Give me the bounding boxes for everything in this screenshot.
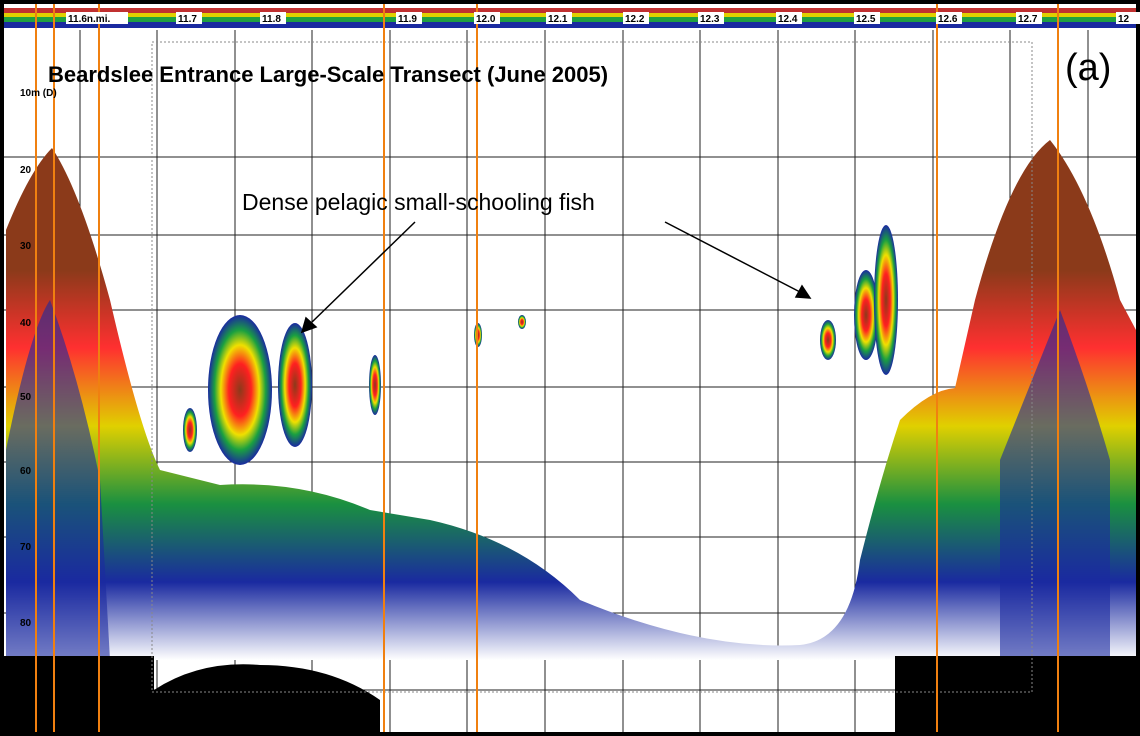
depth-label: 50 bbox=[20, 392, 32, 403]
panel-label: (a) bbox=[1065, 47, 1111, 89]
distance-label: 12.0 bbox=[476, 14, 496, 25]
distance-label: 12.4 bbox=[778, 14, 798, 25]
depth-label: 80 bbox=[20, 618, 32, 629]
distance-label: 12.2 bbox=[625, 14, 645, 25]
depth-label: 60 bbox=[20, 466, 32, 477]
annotation: Dense pelagic small-schooling fish bbox=[242, 189, 595, 215]
depth-label: 10m (D) bbox=[20, 88, 57, 99]
distance-label: 11.7 bbox=[178, 14, 197, 25]
depth-label: 90 bbox=[20, 692, 32, 703]
page: 11.6n.mi. 11.7 11.8 11.9 12.0 12.1 12.2 12.3 12.… bbox=[0, 0, 1140, 736]
distance-label: 12.3 bbox=[700, 14, 720, 25]
distance-label: 11.8 bbox=[262, 14, 281, 25]
distance-label: 11.9 bbox=[398, 14, 417, 25]
echogram: 11.6n.mi. 11.7 11.8 11.9 12.0 12.1 12.2 12.3 12.… bbox=[0, 0, 1140, 736]
distance-label: 12.6 bbox=[938, 14, 958, 25]
distance-label: 12.7 bbox=[1018, 14, 1038, 25]
distance-label: 12.1 bbox=[548, 14, 568, 25]
distance-label: 12.5 bbox=[856, 14, 876, 25]
distance-label: 11.6n.mi. bbox=[68, 14, 110, 25]
depth-label: 30 bbox=[20, 241, 32, 252]
depth-label: 70 bbox=[20, 542, 32, 553]
distance-label: 12 bbox=[1118, 14, 1130, 25]
title: Beardslee Entrance Large-Scale Transect … bbox=[48, 62, 608, 87]
depth-label: 40 bbox=[20, 318, 32, 329]
depth-label: 20 bbox=[20, 165, 32, 176]
